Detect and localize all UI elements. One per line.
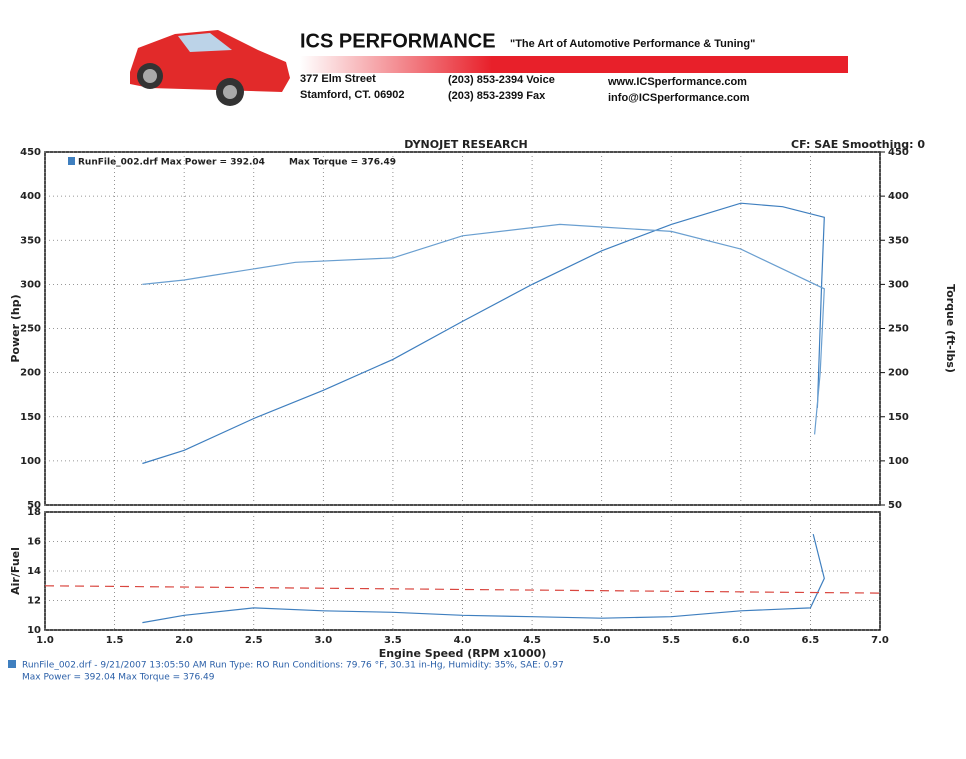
series-line — [142, 533, 825, 624]
y-axis-label: Power (hp) — [9, 294, 22, 362]
y-tick-label: 18 — [27, 507, 41, 518]
y2-tick-label: 200 — [888, 368, 909, 379]
y-tick-label: 100 — [20, 456, 41, 467]
x-axis-label: Engine Speed (RPM x1000) — [379, 647, 547, 660]
y-tick-label: 450 — [20, 147, 41, 158]
phone: (203) 853-2394 Voice — [448, 74, 555, 86]
y2-tick-label: 150 — [888, 412, 909, 423]
tagline: "The Art of Automotive Performance & Tun… — [510, 38, 755, 50]
legend-entry: RunFile_002.drf Max Power = 392.04 — [78, 158, 265, 168]
y-tick-label: 400 — [20, 191, 41, 202]
x-tick-label: 6.5 — [802, 635, 820, 646]
x-tick-label: 6.0 — [732, 635, 750, 646]
chart-subtitle: CF: SAE Smoothing: 0 — [791, 138, 925, 151]
chart-title: DYNOJET RESEARCH — [404, 138, 527, 151]
x-tick-label: 4.5 — [523, 635, 541, 646]
x-tick-label: 1.0 — [36, 635, 54, 646]
phone: (203) 853-2399 Fax — [448, 90, 546, 102]
email: info@ICSperformance.com — [608, 92, 750, 104]
y-tick-label: 10 — [27, 625, 41, 636]
x-tick-label: 1.5 — [106, 635, 124, 646]
series-line — [142, 202, 825, 465]
footer-line: RunFile_002.drf - 9/21/2007 13:05:50 AM … — [22, 661, 564, 671]
x-tick-label: 7.0 — [871, 635, 889, 646]
x-tick-label: 3.0 — [314, 635, 332, 646]
y2-tick-label: 450 — [888, 147, 909, 158]
legend-marker — [68, 157, 75, 165]
y-tick-label: 50 — [27, 500, 41, 511]
footer-line: Max Power = 392.04 Max Torque = 376.49 — [22, 673, 215, 683]
series-line — [44, 585, 881, 594]
x-tick-label: 4.0 — [454, 635, 472, 646]
y-tick-label: 350 — [20, 235, 41, 246]
footer-marker — [8, 660, 16, 668]
x-tick-label: 5.5 — [662, 635, 680, 646]
y-tick-label: 200 — [20, 368, 41, 379]
y-tick-label: 150 — [20, 412, 41, 423]
address: 377 Elm Street — [300, 73, 376, 85]
y2-axis-label: Torque (ft-lbs) — [944, 284, 957, 373]
series-line — [142, 223, 825, 435]
web: www.ICSperformance.com — [607, 76, 747, 88]
y-axis-label: Air/Fuel — [9, 547, 22, 595]
y2-tick-label: 250 — [888, 324, 909, 335]
y-tick-label: 12 — [27, 596, 41, 607]
car-logo — [130, 30, 290, 106]
x-tick-label: 5.0 — [593, 635, 611, 646]
y2-tick-label: 100 — [888, 456, 909, 467]
address: Stamford, CT. 06902 — [300, 89, 405, 101]
x-tick-label: 2.0 — [175, 635, 193, 646]
x-tick-label: 3.5 — [384, 635, 402, 646]
y2-tick-label: 50 — [888, 500, 902, 511]
y-tick-label: 16 — [27, 537, 41, 548]
header-stripe — [300, 56, 848, 73]
y2-tick-label: 350 — [888, 235, 909, 246]
y2-tick-label: 300 — [888, 279, 909, 290]
legend-entry: Max Torque = 376.49 — [289, 158, 396, 168]
y2-tick-label: 400 — [888, 191, 909, 202]
y-tick-label: 300 — [20, 279, 41, 290]
y-tick-label: 14 — [27, 566, 41, 577]
company-name: ICS PERFORMANCE — [300, 30, 496, 52]
y-tick-label: 250 — [20, 324, 41, 335]
x-tick-label: 2.5 — [245, 635, 263, 646]
